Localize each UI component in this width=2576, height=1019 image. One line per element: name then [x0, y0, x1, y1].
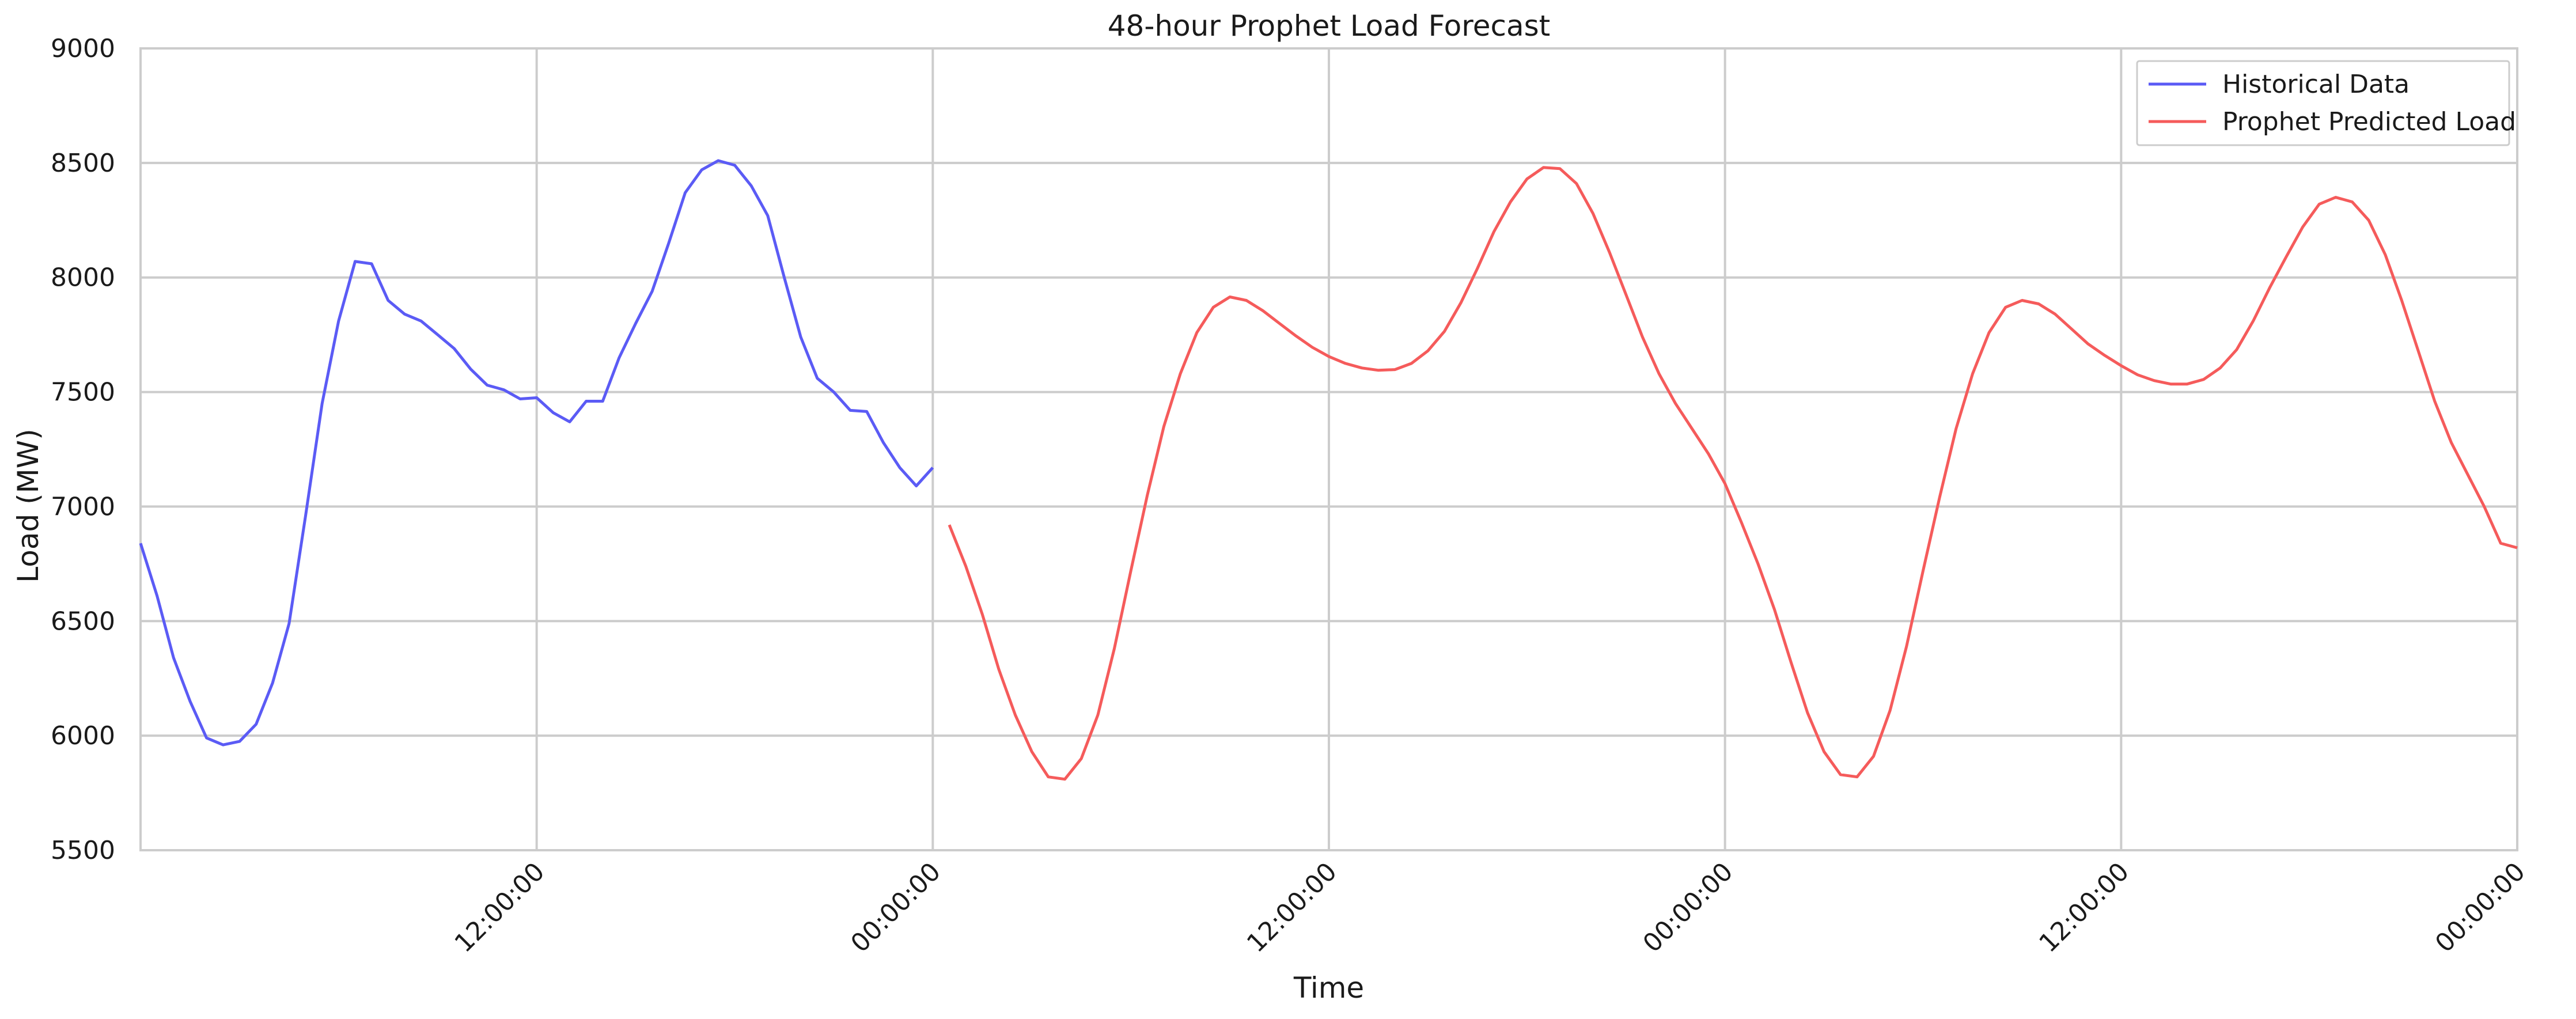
legend-label-predicted: Prophet Predicted Load — [2222, 107, 2516, 137]
chart-title: 48-hour Prophet Load Forecast — [1108, 9, 1551, 43]
series-line-predicted — [948, 166, 2518, 781]
y-tick-label: 6500 — [51, 607, 115, 636]
y-tick-label: 6000 — [51, 721, 115, 751]
series-layer — [139, 159, 2518, 781]
y-tick-label: 5500 — [51, 836, 115, 865]
plot-frame — [139, 47, 2518, 851]
series-line-historical — [139, 159, 934, 747]
y-tick-label: 7000 — [51, 492, 115, 521]
legend-label-historical: Historical Data — [2222, 70, 2410, 99]
x-axis-label: Time — [1293, 971, 1364, 1005]
y-tick-label: 8000 — [51, 263, 115, 293]
legend: Historical Data Prophet Predicted Load — [2136, 60, 2516, 146]
y-tick-label: 8500 — [51, 149, 115, 178]
y-tick-label: 9000 — [51, 34, 115, 63]
legend-box — [2136, 60, 2510, 146]
y-tick-label: 7500 — [51, 378, 115, 407]
y-axis-label: Load (MW) — [12, 429, 45, 582]
